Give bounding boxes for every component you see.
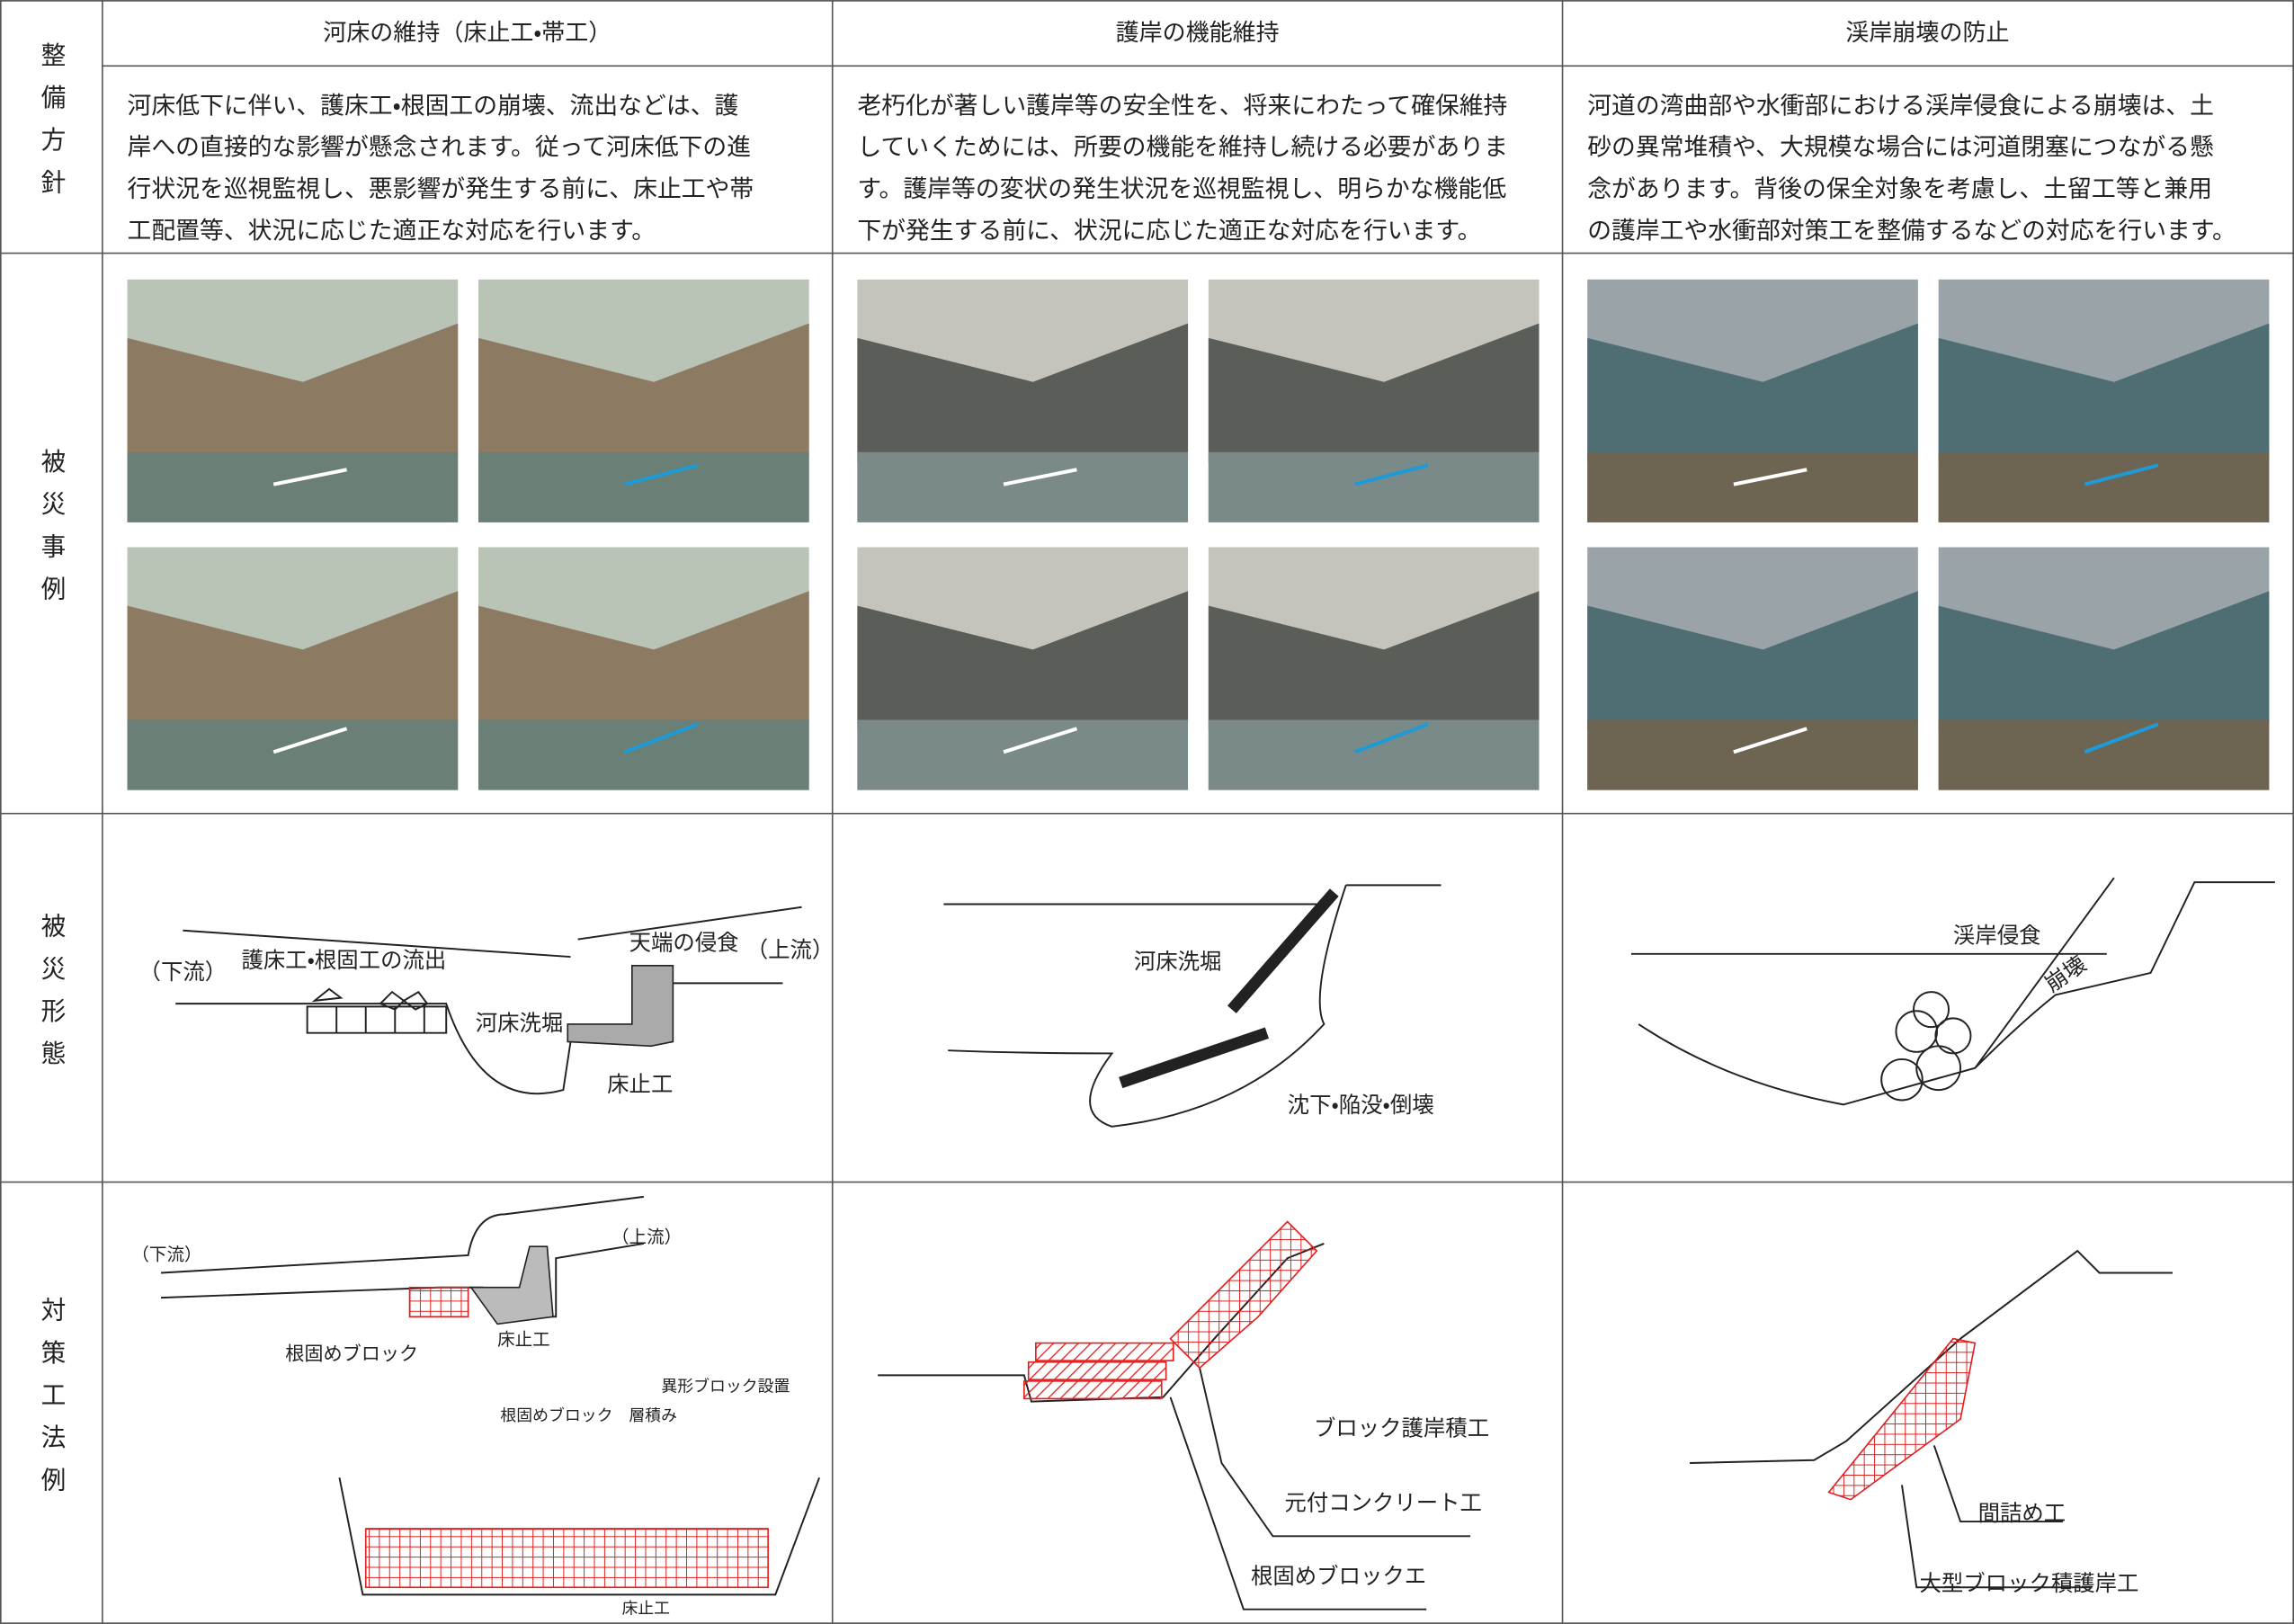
flow-arrow xyxy=(1003,468,1077,486)
policy-text: 砂の異常堆積や、大規模な場合には河道閉塞につながる懸 xyxy=(1587,134,2214,162)
diagram-label: 根固めブロック xyxy=(285,1343,418,1365)
diagram-label: 護床工・根固工の流出 xyxy=(241,947,446,973)
photo-bank xyxy=(127,591,459,730)
flow-arrow xyxy=(2084,463,2159,486)
policy-text: していくためには、所要の機能を維持し続ける必要がありま xyxy=(857,134,1508,162)
photo-water xyxy=(857,451,1189,522)
photo-bank xyxy=(127,323,459,463)
flow-arrow xyxy=(1733,468,1808,486)
diagram-label: （下流） xyxy=(131,1244,201,1264)
photo xyxy=(1208,279,1540,522)
policy-text: 工配置等、状況に応じた適正な対応を行います。 xyxy=(128,217,656,245)
photo-bank xyxy=(1208,591,1540,730)
diagram-label: 天端の侵食 xyxy=(629,929,739,955)
photo-water xyxy=(1208,451,1540,522)
photo-bank xyxy=(478,591,809,730)
photo-water xyxy=(1587,451,1918,522)
photo-water xyxy=(1208,719,1540,790)
photo-water xyxy=(478,719,809,790)
diagram-label: （上流） xyxy=(746,937,835,963)
photo-water xyxy=(1587,719,1918,790)
diagram-label: 河床洗堀 xyxy=(476,1010,564,1036)
photo-bank xyxy=(1938,323,2270,463)
diagram-label: 異形ブロック設置 xyxy=(661,1376,790,1396)
diagram-label: 床止工 xyxy=(621,1600,670,1619)
photo-bank xyxy=(857,591,1189,730)
flow-arrow xyxy=(623,722,699,754)
flow-arrow xyxy=(1354,463,1429,486)
flow-arrow xyxy=(2084,722,2159,754)
diagram-label: 渓岸侵食 xyxy=(1953,922,2041,948)
policy-text: 念があります。背後の保全対象を考慮し、土留工等と兼用 xyxy=(1587,175,2212,203)
diagram-label: 大型ブロック積護岸工 xyxy=(1920,1570,2139,1596)
policy-text: 老朽化が著しい護岸等の安全性を、将来にわたって確保維持 xyxy=(857,92,1507,120)
flow-arrow xyxy=(624,463,699,486)
photo-water xyxy=(1938,451,2270,522)
photo-bank xyxy=(1587,323,1918,463)
diagram-label: 根固めブロック 層積み xyxy=(500,1405,677,1425)
flow-arrow xyxy=(1003,727,1078,754)
form-diagrams xyxy=(175,877,2275,1128)
photo xyxy=(127,547,459,790)
photo xyxy=(857,547,1189,790)
diagram-label: ブロック護岸積工 xyxy=(1314,1415,1489,1441)
policy-text: 河道の湾曲部や水衝部における渓岸侵食による崩壊は、土 xyxy=(1587,92,2214,120)
photo-bank xyxy=(1208,323,1540,463)
photo-bank xyxy=(857,323,1189,463)
row-label: 被災形態 xyxy=(36,913,66,1083)
row-label: 対策工法例 xyxy=(36,1297,66,1509)
policy-text: 下が発生する前に、状況に応じた適正な対応を行います。 xyxy=(857,217,1481,245)
photo xyxy=(1587,547,1918,790)
diagram-label: 崩壊 xyxy=(2040,950,2092,997)
photo xyxy=(478,279,809,522)
photo-water xyxy=(857,719,1189,790)
flow-arrow xyxy=(272,727,348,754)
photo-water xyxy=(478,451,809,522)
policy-text: 河床低下に伴い、護床工・根固工の崩壊、流出などは、護 xyxy=(128,92,739,120)
policy-text: す。護岸等の変状の発生状況を巡視監視し、明らかな機能低 xyxy=(857,175,1506,203)
diagram-label: （上流） xyxy=(611,1227,682,1247)
photo-bank xyxy=(478,323,809,463)
photo xyxy=(1208,547,1540,790)
photo-water xyxy=(127,719,459,790)
photo xyxy=(478,547,809,790)
measure-diagrams xyxy=(160,1195,2173,1611)
row-label: 整備方針 xyxy=(36,41,66,211)
photo-water xyxy=(127,451,459,522)
flow-arrow xyxy=(272,468,347,486)
column-header: 河床の維持（床止工・帯工） xyxy=(323,20,611,47)
photo-bank xyxy=(1587,591,1918,730)
flow-arrow xyxy=(1353,722,1429,754)
diagram-label: 根固めブロックエ xyxy=(1251,1563,1426,1589)
diagram-label: 河床洗堀 xyxy=(1134,949,1222,975)
diagram-label: 床止工 xyxy=(497,1329,550,1350)
photo-bank xyxy=(1938,591,2270,730)
photo xyxy=(857,279,1189,522)
photo xyxy=(1938,279,2270,522)
diagram-label: 間詰め工 xyxy=(1978,1500,2066,1526)
policy-text: 岸への直接的な影響が懸念されます。従って河床低下の進 xyxy=(128,134,752,162)
flow-arrow xyxy=(1733,727,1808,754)
photo xyxy=(1938,547,2270,790)
diagram-label: 元付コンクリート工 xyxy=(1284,1490,1482,1516)
column-header: 渓岸崩壊の防止 xyxy=(1845,20,2009,47)
column-header: 護岸の機能維持 xyxy=(1116,20,1280,47)
row-label: 被災事例 xyxy=(36,449,66,619)
policy-text: の護岸工や水衝部対策工を整備するなどの対応を行います。 xyxy=(1587,217,2236,245)
policy-text: 行状況を巡視監視し、悪影響が発生する前に、床止工や帯 xyxy=(128,175,754,203)
photo-water xyxy=(1938,719,2270,790)
diagram-label: （下流） xyxy=(139,959,228,985)
photo xyxy=(127,279,459,522)
diagram-label: 沈下・陥没・倒壊 xyxy=(1288,1092,1434,1118)
diagram-label: 床止工 xyxy=(607,1071,673,1097)
photo xyxy=(1587,279,1918,522)
